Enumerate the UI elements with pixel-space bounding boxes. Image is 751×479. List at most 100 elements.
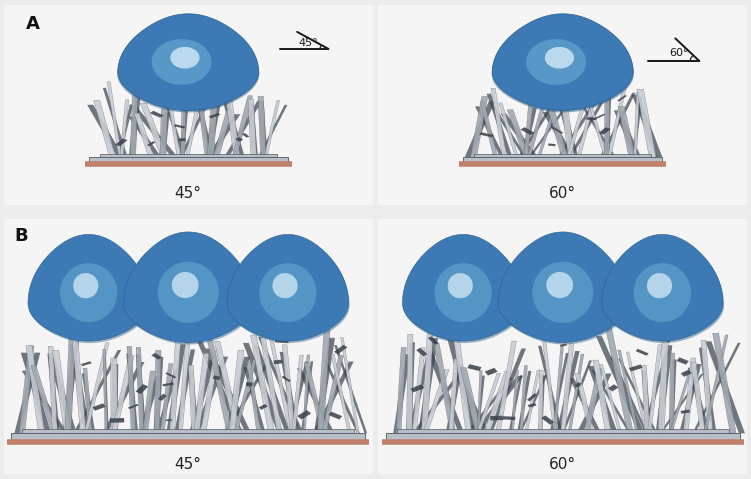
- Polygon shape: [111, 356, 134, 433]
- Polygon shape: [149, 111, 164, 118]
- Polygon shape: [544, 47, 574, 68]
- Polygon shape: [300, 361, 313, 433]
- Polygon shape: [193, 92, 214, 157]
- Polygon shape: [500, 114, 538, 157]
- Polygon shape: [641, 365, 650, 433]
- Polygon shape: [476, 376, 485, 433]
- Polygon shape: [577, 89, 598, 157]
- Polygon shape: [559, 343, 567, 347]
- Polygon shape: [225, 92, 240, 157]
- Polygon shape: [248, 104, 258, 157]
- Text: 45°: 45°: [175, 186, 202, 201]
- Polygon shape: [677, 357, 689, 365]
- Polygon shape: [403, 237, 525, 343]
- Polygon shape: [605, 84, 610, 157]
- Polygon shape: [232, 96, 252, 157]
- Polygon shape: [251, 335, 275, 433]
- Polygon shape: [288, 361, 309, 433]
- Polygon shape: [602, 234, 723, 341]
- Polygon shape: [487, 94, 512, 157]
- Polygon shape: [201, 350, 220, 433]
- Polygon shape: [557, 99, 599, 157]
- Polygon shape: [273, 273, 297, 298]
- Polygon shape: [484, 371, 511, 433]
- Polygon shape: [222, 98, 245, 157]
- Polygon shape: [22, 371, 68, 433]
- Polygon shape: [406, 334, 413, 433]
- Polygon shape: [550, 353, 569, 433]
- Polygon shape: [174, 349, 195, 433]
- Polygon shape: [692, 343, 740, 433]
- Polygon shape: [658, 338, 668, 433]
- Polygon shape: [632, 95, 662, 157]
- Polygon shape: [267, 329, 293, 433]
- Polygon shape: [580, 104, 616, 157]
- Polygon shape: [473, 376, 523, 433]
- Polygon shape: [466, 378, 512, 433]
- Polygon shape: [396, 347, 406, 433]
- Polygon shape: [179, 138, 185, 141]
- Polygon shape: [423, 369, 449, 433]
- Polygon shape: [155, 369, 179, 433]
- Polygon shape: [48, 346, 57, 433]
- Polygon shape: [159, 113, 170, 157]
- Text: 60°: 60°: [549, 186, 576, 201]
- Polygon shape: [542, 112, 575, 157]
- Polygon shape: [566, 93, 589, 157]
- Polygon shape: [428, 336, 439, 345]
- Polygon shape: [321, 355, 343, 433]
- Polygon shape: [507, 110, 529, 157]
- Polygon shape: [520, 127, 535, 135]
- Text: 45°: 45°: [299, 38, 318, 48]
- Polygon shape: [166, 344, 185, 433]
- Polygon shape: [502, 416, 515, 420]
- Polygon shape: [243, 367, 266, 433]
- Polygon shape: [125, 234, 254, 344]
- Polygon shape: [599, 127, 611, 135]
- Polygon shape: [152, 39, 212, 85]
- Polygon shape: [180, 107, 189, 157]
- Polygon shape: [153, 357, 163, 433]
- Polygon shape: [467, 364, 481, 371]
- Polygon shape: [618, 350, 639, 433]
- Polygon shape: [165, 372, 176, 378]
- Polygon shape: [104, 356, 109, 433]
- Polygon shape: [100, 154, 277, 157]
- Polygon shape: [453, 331, 472, 433]
- Polygon shape: [130, 87, 138, 157]
- Polygon shape: [229, 350, 244, 433]
- Polygon shape: [575, 382, 582, 388]
- Polygon shape: [397, 429, 728, 433]
- Polygon shape: [476, 373, 501, 433]
- Polygon shape: [26, 346, 45, 433]
- Polygon shape: [92, 403, 106, 411]
- Polygon shape: [541, 415, 554, 425]
- Polygon shape: [559, 105, 578, 157]
- Polygon shape: [593, 360, 611, 433]
- Polygon shape: [103, 349, 107, 433]
- Polygon shape: [699, 348, 716, 433]
- Polygon shape: [23, 429, 354, 433]
- Polygon shape: [72, 336, 86, 433]
- Polygon shape: [618, 106, 635, 157]
- Polygon shape: [688, 368, 710, 433]
- Polygon shape: [603, 237, 724, 343]
- Polygon shape: [194, 354, 209, 433]
- Polygon shape: [189, 360, 216, 433]
- Polygon shape: [386, 433, 740, 440]
- Polygon shape: [328, 411, 342, 420]
- Polygon shape: [421, 330, 433, 433]
- Polygon shape: [62, 336, 80, 433]
- Polygon shape: [605, 328, 634, 433]
- Polygon shape: [140, 103, 167, 157]
- Polygon shape: [73, 273, 98, 298]
- Polygon shape: [253, 345, 291, 433]
- Polygon shape: [324, 360, 360, 433]
- Polygon shape: [196, 87, 210, 157]
- Polygon shape: [683, 358, 696, 433]
- Polygon shape: [205, 349, 252, 433]
- Polygon shape: [635, 349, 649, 356]
- Polygon shape: [569, 378, 602, 433]
- Polygon shape: [160, 109, 167, 157]
- Polygon shape: [196, 339, 243, 433]
